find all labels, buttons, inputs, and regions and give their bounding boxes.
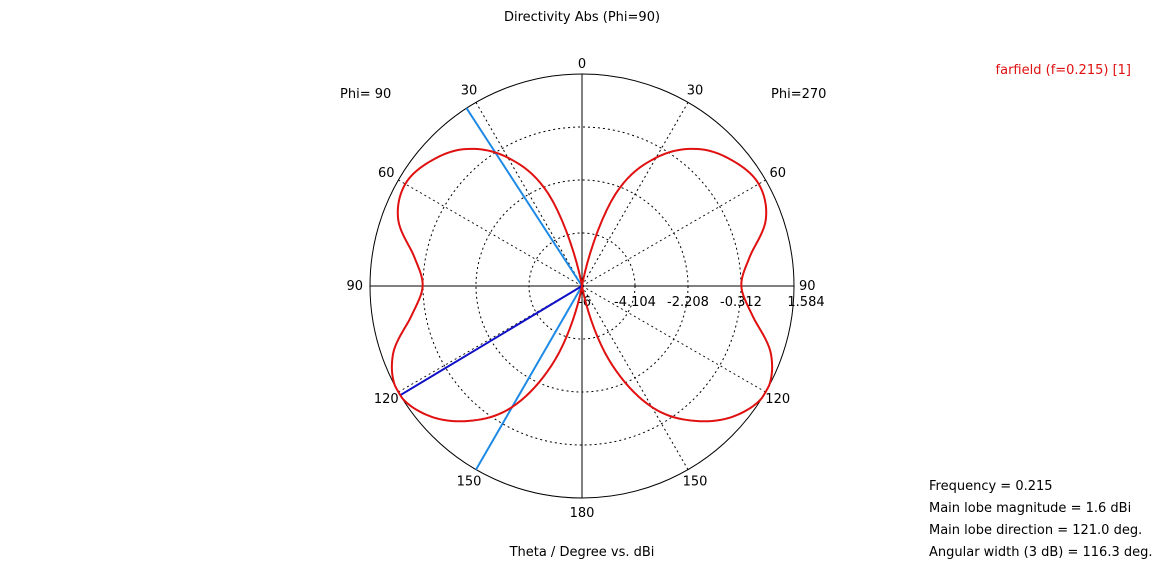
info-main-lobe-direction: Main lobe direction = 121.0 deg.	[929, 523, 1143, 538]
angle-tick-label: 150	[683, 475, 708, 490]
radial-tick-label: -4.104	[614, 295, 656, 310]
grid-spoke	[398, 179, 583, 287]
main-lobe-line	[399, 285, 583, 397]
grid-spoke	[581, 179, 766, 287]
angle-tick-label: 120	[374, 392, 399, 407]
series-line	[390, 147, 583, 423]
radial-tick-label: -2.208	[667, 295, 709, 310]
chart-title: Directivity Abs (Phi=90)	[503, 10, 661, 25]
info-main-lobe-magnitude: Main lobe magnitude = 1.6 dBi	[929, 501, 1132, 516]
angle-tick-label: 60	[769, 166, 786, 181]
beamwidth-edge-line	[475, 285, 583, 471]
radial-tick-label: 1.584	[787, 295, 824, 310]
info-panel: Frequency = 0.215 Main lobe magnitude = …	[929, 476, 1153, 564]
left-half-label: Phi= 90	[340, 87, 392, 102]
grid-spoke	[581, 102, 689, 287]
info-angular-width: Angular width (3 dB) = 116.3 deg.	[929, 545, 1153, 560]
angle-tick-label: 120	[765, 392, 790, 407]
angle-tick-label: 30	[461, 83, 478, 98]
x-axis-label: Theta / Degree vs. dBi	[509, 545, 655, 560]
grid-spoke	[581, 285, 689, 470]
legend-entry: farfield (f=0.215) [1]	[995, 63, 1131, 78]
right-half-label: Phi=270	[771, 87, 827, 102]
info-frequency: Frequency = 0.215	[929, 479, 1053, 494]
angle-tick-label: 90	[346, 279, 363, 294]
grid-spoke	[475, 102, 583, 287]
angle-tick-label: 90	[799, 279, 816, 294]
angle-tick-label: 0	[578, 57, 586, 72]
angle-tick-label: 150	[457, 475, 482, 490]
angle-tick-label: 60	[378, 166, 395, 181]
radial-tick-label: -0.312	[720, 295, 762, 310]
angle-tick-label: 180	[570, 506, 595, 521]
angle-tick-label: 30	[687, 83, 704, 98]
series-line	[581, 147, 774, 423]
beamwidth-edge-line	[465, 107, 583, 287]
grid-spoke	[581, 285, 766, 393]
data-layer	[390, 107, 774, 471]
